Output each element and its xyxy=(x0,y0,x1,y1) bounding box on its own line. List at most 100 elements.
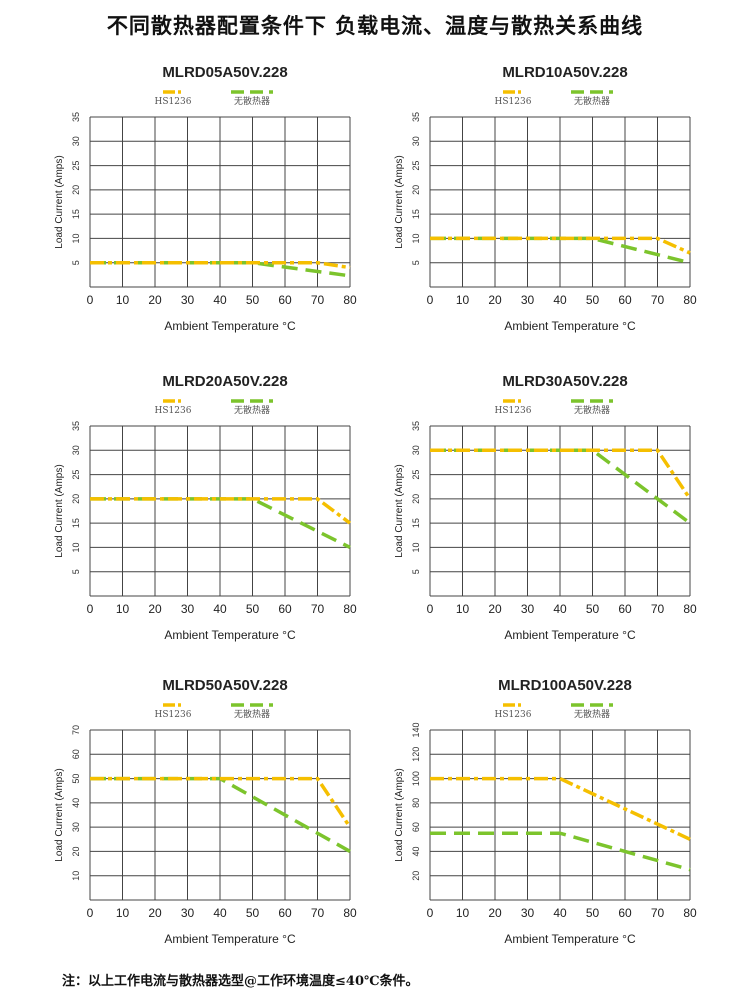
x-tick-label: 10 xyxy=(456,293,470,307)
chart-3: MLRD30A50V.228 HS1236 无散热器 0 10 20 30 40 50 60 70 8… xyxy=(394,373,697,642)
y-tick-label: 70 xyxy=(71,725,81,735)
x-tick-label: 30 xyxy=(181,906,195,920)
y-tick-label: 25 xyxy=(71,161,81,171)
x-axis-label: Ambient Temperature °C xyxy=(504,932,636,946)
x-axis-label: Ambient Temperature °C xyxy=(164,319,296,333)
y-tick-label: 15 xyxy=(411,518,421,528)
x-tick-label: 70 xyxy=(651,293,665,307)
y-tick-label: 15 xyxy=(71,518,81,528)
chart-0: MLRD05A50V.228 HS1236 无散热器 0 10 20 30 40 50 60 70 8… xyxy=(54,64,357,333)
y-tick-label: 30 xyxy=(71,445,81,455)
y-tick-label: 30 xyxy=(71,136,81,146)
y-tick-label: 20 xyxy=(411,871,421,881)
y-tick-label: 140 xyxy=(411,722,421,737)
x-tick-label: 20 xyxy=(148,293,162,307)
y-tick-label: 10 xyxy=(71,871,81,881)
y-tick-label: 30 xyxy=(71,822,81,832)
y-tick-label: 35 xyxy=(411,112,421,122)
x-tick-label: 70 xyxy=(651,602,665,616)
x-tick-label: 50 xyxy=(246,293,260,307)
y-tick-label: 20 xyxy=(71,494,81,504)
legend-label: HS1236 xyxy=(155,97,192,107)
legend-label: HS1236 xyxy=(495,406,532,416)
x-tick-label: 50 xyxy=(586,906,600,920)
legend-label: HS1236 xyxy=(495,710,532,720)
x-tick-label: 40 xyxy=(553,293,567,307)
y-tick-label: 30 xyxy=(411,445,421,455)
y-tick-label: 15 xyxy=(71,209,81,219)
x-tick-label: 70 xyxy=(311,293,325,307)
y-tick-label: 60 xyxy=(411,822,421,832)
x-tick-label: 60 xyxy=(278,906,292,920)
x-tick-label: 20 xyxy=(488,602,502,616)
x-tick-label: 30 xyxy=(521,293,535,307)
series-line-hs1236 xyxy=(430,776,691,841)
y-tick-label: 25 xyxy=(411,161,421,171)
x-tick-label: 30 xyxy=(181,602,195,616)
legend-label: 无散热器 xyxy=(574,404,610,415)
chart-2: MLRD20A50V.228 HS1236 无散热器 0 10 20 30 40 50 60 70 8… xyxy=(54,373,357,642)
y-tick-label: 100 xyxy=(411,771,421,786)
x-tick-label: 80 xyxy=(343,293,357,307)
x-tick-label: 0 xyxy=(427,906,434,920)
legend-label: 无散热器 xyxy=(574,708,610,719)
x-tick-label: 80 xyxy=(683,602,697,616)
series-line-hs1236 xyxy=(90,260,351,270)
y-tick-label: 25 xyxy=(411,470,421,480)
x-tick-label: 30 xyxy=(181,293,195,307)
x-axis-label: Ambient Temperature °C xyxy=(504,628,636,642)
x-tick-label: 10 xyxy=(456,906,470,920)
x-tick-label: 0 xyxy=(87,293,94,307)
x-tick-label: 60 xyxy=(278,602,292,616)
chart-title: MLRD20A50V.228 xyxy=(162,373,287,390)
series-line-hs1236 xyxy=(90,497,352,525)
y-tick-label: 20 xyxy=(71,185,81,195)
x-tick-label: 60 xyxy=(278,293,292,307)
chart-1: MLRD10A50V.228 HS1236 无散热器 0 10 20 30 40 50 60 70 8… xyxy=(394,64,697,333)
chart-title: MLRD05A50V.228 xyxy=(162,64,287,81)
y-tick-label: 80 xyxy=(411,798,421,808)
y-tick-label: 5 xyxy=(71,569,81,574)
x-tick-label: 80 xyxy=(683,293,697,307)
chart-title: MLRD10A50V.228 xyxy=(502,64,627,81)
series-line-hs1236 xyxy=(430,236,691,255)
x-tick-label: 60 xyxy=(618,293,632,307)
y-tick-label: 10 xyxy=(71,233,81,243)
chart-title: MLRD30A50V.228 xyxy=(502,373,627,390)
x-tick-label: 0 xyxy=(427,293,434,307)
y-tick-label: 25 xyxy=(71,470,81,480)
x-tick-label: 0 xyxy=(427,602,434,616)
series-line-no-heatsink xyxy=(430,831,691,872)
y-tick-label: 35 xyxy=(411,421,421,431)
y-axis-label: Load Current (Amps) xyxy=(54,464,65,557)
y-tick-label: 10 xyxy=(411,542,421,552)
x-tick-label: 20 xyxy=(148,602,162,616)
chart-5: MLRD100A50V.228 HS1236 无散热器 0 10 20 30 40 50 60 70… xyxy=(394,677,697,946)
legend-label: HS1236 xyxy=(155,406,192,416)
x-tick-label: 20 xyxy=(488,293,502,307)
x-tick-label: 50 xyxy=(246,602,260,616)
y-tick-label: 5 xyxy=(411,260,421,265)
page-title: 不同散热器配置条件下 负载电流、温度与散热关系曲线 xyxy=(106,14,644,38)
x-tick-label: 10 xyxy=(116,293,130,307)
legend-label: 无散热器 xyxy=(234,404,270,415)
chart-title: MLRD100A50V.228 xyxy=(498,677,632,694)
x-tick-label: 10 xyxy=(116,906,130,920)
footnote: 注：以上工作电流与散热器选型@工作环境温度≤40℃条件。 xyxy=(62,974,419,989)
x-tick-label: 80 xyxy=(343,602,357,616)
x-axis-label: Ambient Temperature °C xyxy=(164,628,296,642)
y-axis-label: Load Current (Amps) xyxy=(54,155,65,248)
legend-label: HS1236 xyxy=(495,97,532,107)
x-tick-label: 50 xyxy=(586,602,600,616)
x-tick-label: 70 xyxy=(651,906,665,920)
y-tick-label: 50 xyxy=(71,774,81,784)
x-tick-label: 30 xyxy=(521,602,535,616)
x-tick-label: 70 xyxy=(311,906,325,920)
x-tick-label: 10 xyxy=(456,602,470,616)
series-line-hs1236 xyxy=(90,776,352,829)
y-tick-label: 40 xyxy=(411,846,421,856)
legend-label: HS1236 xyxy=(155,710,192,720)
y-axis-label: Load Current (Amps) xyxy=(394,768,405,861)
x-tick-label: 10 xyxy=(116,602,130,616)
